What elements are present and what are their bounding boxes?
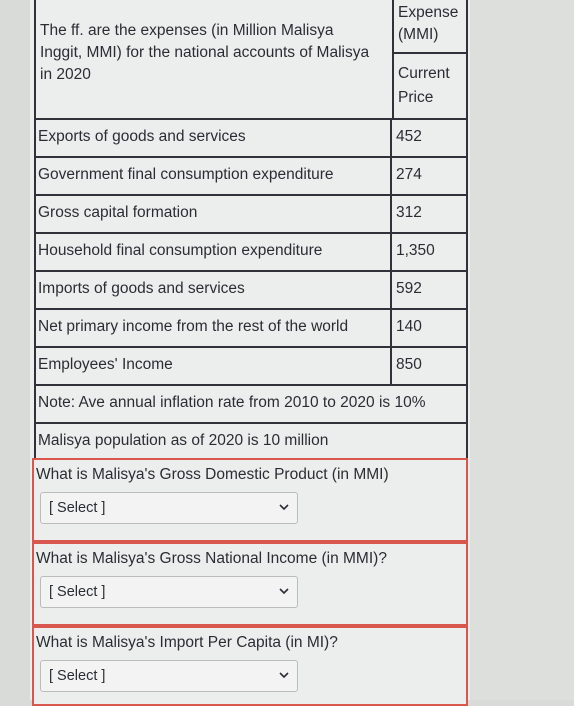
row-label: Household final consumption expenditure bbox=[38, 242, 323, 259]
row-label: Gross capital formation bbox=[38, 204, 198, 221]
row-label: Government final consumption expenditure bbox=[38, 166, 334, 183]
table-row: Gross capital formation 312 bbox=[36, 194, 466, 232]
header-current-price: Current Price bbox=[398, 65, 450, 106]
question-gdp: What is Malisya's Gross Domestic Product… bbox=[32, 458, 468, 542]
screen-bezel bbox=[470, 0, 574, 700]
row-label: Imports of goods and services bbox=[38, 280, 245, 297]
table-header: The ff. are the expenses (in Million Mal… bbox=[34, 0, 468, 120]
row-value-cell: 1,350 bbox=[390, 234, 468, 270]
chevron-down-icon bbox=[279, 588, 289, 595]
row-value-cell: 274 bbox=[390, 158, 468, 194]
note-inflation: Note: Ave annual inflation rate from 201… bbox=[38, 394, 426, 411]
chevron-down-icon bbox=[279, 672, 289, 679]
question-import-per-capita: What is Malisya's Import Per Capita (in … bbox=[32, 626, 468, 706]
note-row: Malisya population as of 2020 is 10 mill… bbox=[36, 422, 466, 460]
table-row: Net primary income from the rest of the … bbox=[36, 308, 466, 346]
question-gni: What is Malisya's Gross National Income … bbox=[32, 542, 468, 626]
question-text: What is Malisya's Import Per Capita (in … bbox=[36, 634, 338, 651]
answer-select-gni[interactable]: [ Select ] bbox=[40, 576, 298, 608]
header-column: Expense (MMI) Current Price bbox=[392, 0, 468, 120]
header-divider bbox=[394, 52, 468, 54]
row-value-cell: 140 bbox=[390, 310, 468, 346]
table-row: Employees' Income 850 bbox=[36, 346, 466, 384]
row-label: Exports of goods and services bbox=[38, 128, 246, 145]
answer-select-gdp[interactable]: [ Select ] bbox=[40, 492, 298, 524]
row-value: 140 bbox=[396, 318, 422, 335]
row-value: 312 bbox=[396, 204, 422, 221]
header-expense: Expense (MMI) bbox=[398, 4, 459, 43]
row-value-cell: 452 bbox=[390, 120, 468, 156]
row-value: 592 bbox=[396, 280, 422, 297]
select-placeholder: [ Select ] bbox=[49, 668, 106, 684]
question-text: What is Malisya's Gross National Income … bbox=[36, 550, 387, 567]
row-value-cell: 592 bbox=[390, 272, 468, 308]
row-label: Employees' Income bbox=[38, 356, 173, 373]
row-value: 1,350 bbox=[396, 242, 435, 259]
table-row: Exports of goods and services 452 bbox=[36, 118, 466, 156]
row-value: 274 bbox=[396, 166, 422, 183]
table-row: Government final consumption expenditure… bbox=[36, 156, 466, 194]
note-row: Note: Ave annual inflation rate from 201… bbox=[36, 384, 466, 422]
answer-select-import-per-capita[interactable]: [ Select ] bbox=[40, 660, 298, 692]
intro-text: The ff. are the expenses (in Million Mal… bbox=[40, 22, 370, 83]
question-text: What is Malisya's Gross Domestic Product… bbox=[36, 466, 389, 483]
row-value-cell: 312 bbox=[390, 196, 468, 232]
select-placeholder: [ Select ] bbox=[49, 500, 106, 516]
expenses-table: Exports of goods and services 452 Govern… bbox=[34, 118, 468, 460]
row-label: Net primary income from the rest of the … bbox=[38, 318, 349, 335]
row-value-cell: 850 bbox=[390, 348, 468, 384]
table-row: Imports of goods and services 592 bbox=[36, 270, 466, 308]
chevron-down-icon bbox=[279, 504, 289, 511]
select-placeholder: [ Select ] bbox=[49, 584, 106, 600]
row-value: 850 bbox=[396, 356, 422, 373]
row-value: 452 bbox=[396, 128, 422, 145]
note-population: Malisya population as of 2020 is 10 mill… bbox=[38, 432, 329, 449]
table-row: Household final consumption expenditure … bbox=[36, 232, 466, 270]
